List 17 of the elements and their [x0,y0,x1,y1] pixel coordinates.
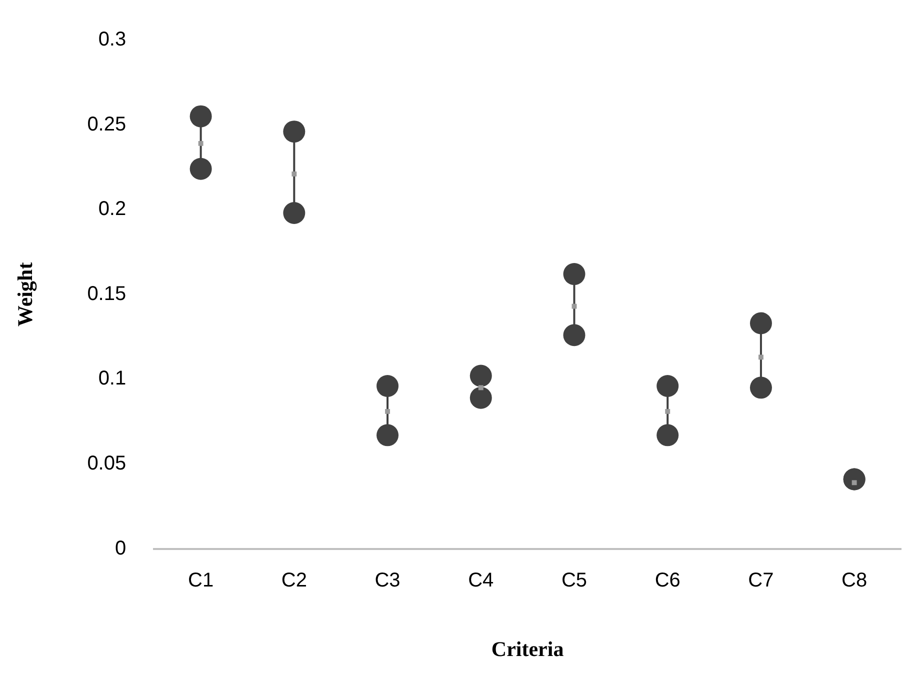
y-tick-label: 0 [115,537,126,560]
x-tick-label: C5 [561,569,588,592]
x-tick-label: C2 [281,569,307,592]
x-tick-label: C7 [748,569,774,592]
x-axis-title: Criteria [491,636,564,661]
y-tick-label: 0.05 [87,452,126,475]
x-tick-label: C6 [654,569,680,592]
y-axis-title: Weight [13,262,38,326]
y-tick-label: 0.25 [87,113,126,136]
y-tick-label: 0.3 [98,28,126,51]
y-tick-label: 0.2 [98,198,126,220]
x-tick-label: C4 [468,569,494,592]
x-tick-label: C3 [374,569,400,592]
y-tick-label: 0.1 [98,368,126,390]
x-tick-label: C8 [842,569,868,592]
y-tick-label: 0.15 [87,282,126,305]
x-tick-label: C1 [188,569,214,592]
